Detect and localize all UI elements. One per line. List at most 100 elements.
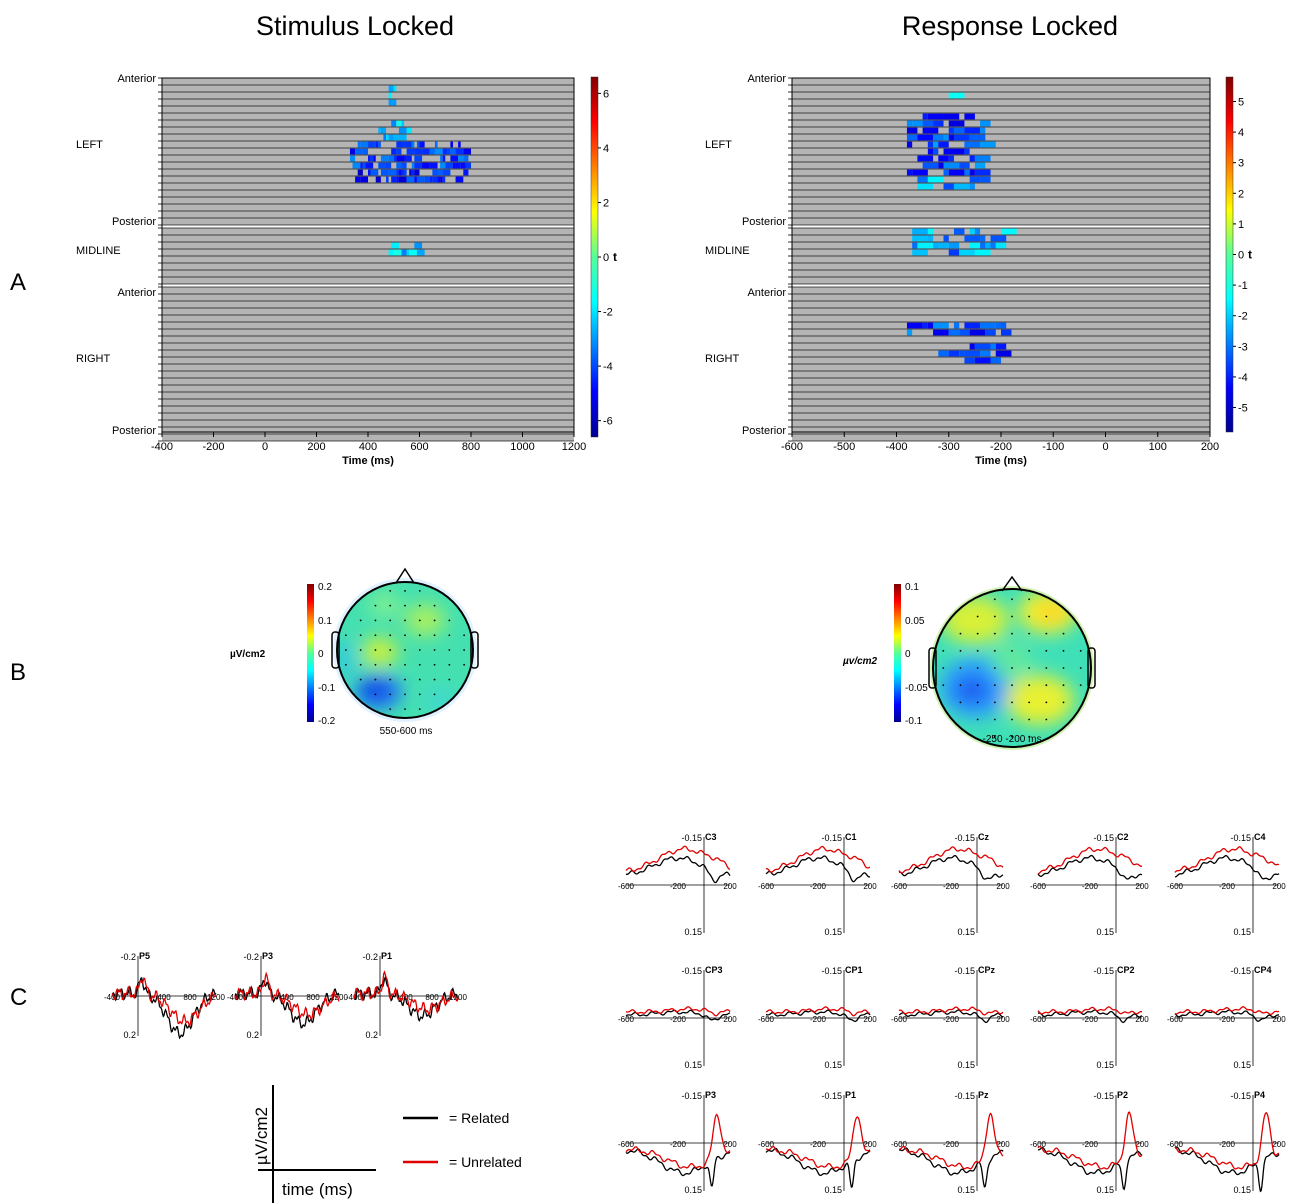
significant-cell xyxy=(927,176,944,183)
electrode-dot xyxy=(404,693,406,696)
electrode-dot xyxy=(1045,701,1048,704)
significant-cell xyxy=(437,176,441,183)
significant-cell xyxy=(1001,228,1017,235)
significant-cell xyxy=(980,127,986,134)
significant-cell xyxy=(922,322,928,329)
erp-unrelated-line xyxy=(625,845,731,872)
legend-y-label: µV/cm2 xyxy=(252,1107,271,1165)
erp-x-tick-label: -200 xyxy=(1219,882,1236,891)
electrode-dot xyxy=(1028,649,1031,652)
significant-cell xyxy=(401,141,405,148)
erp-x-tick-label: -200 xyxy=(1219,1015,1236,1024)
erp-x-tick-label: 200 xyxy=(1272,1015,1286,1024)
erp-related-line xyxy=(898,1009,1004,1024)
electrode-dot xyxy=(1011,735,1013,738)
significant-cell xyxy=(943,148,954,155)
electrode-dot xyxy=(389,663,392,666)
erp-related-line xyxy=(1037,1009,1143,1024)
significant-cell xyxy=(404,141,412,148)
electrode-dot xyxy=(374,619,377,622)
x-tick-label: 1200 xyxy=(562,441,586,453)
erp-related-line xyxy=(1175,855,1280,881)
electrode-dot xyxy=(404,634,406,637)
significant-cell xyxy=(964,141,981,148)
significant-cell xyxy=(349,148,356,155)
significant-cell xyxy=(943,113,960,120)
erp-x-tick-label: 200 xyxy=(1272,882,1286,891)
erp-unrelated-line xyxy=(899,1112,1004,1170)
heatmap-row-label: RIGHT xyxy=(76,353,111,365)
significant-cell xyxy=(974,169,991,176)
erp-electrode-label: CP1 xyxy=(845,965,863,975)
electrode-dot xyxy=(359,634,362,637)
significant-cell xyxy=(378,162,387,169)
significant-cell xyxy=(953,183,970,190)
electrode-dot xyxy=(359,649,362,651)
significant-cell xyxy=(404,169,407,176)
significant-cell xyxy=(990,235,1007,242)
electrode-dot xyxy=(993,735,996,738)
significant-cell xyxy=(450,148,456,155)
significant-cell xyxy=(995,350,1012,357)
topomap-colorbar xyxy=(894,584,901,722)
significant-cell xyxy=(393,85,397,92)
significant-cell xyxy=(980,235,986,242)
panel-letter-c: C xyxy=(10,984,27,1011)
colorbar-tick-label: -2 xyxy=(603,307,613,319)
significant-cell xyxy=(906,329,913,336)
significant-cell xyxy=(948,92,965,99)
erp-x-tick-label: -200 xyxy=(1082,882,1099,891)
x-tick-label: 0 xyxy=(262,441,268,453)
significant-cell xyxy=(465,162,471,169)
erp-y-tick-label: -0.15 xyxy=(1230,966,1251,976)
electrode-dot xyxy=(463,649,466,651)
significant-cell xyxy=(912,249,928,256)
significant-cell xyxy=(953,134,970,141)
significant-cell xyxy=(411,141,415,148)
significant-cell xyxy=(386,134,389,141)
colorbar-tick-label: 4 xyxy=(603,143,609,155)
significant-cell xyxy=(953,228,965,235)
topomap-colorbar-tick: -0.05 xyxy=(905,683,928,694)
erp-x-tick-label: -600 xyxy=(1167,1015,1184,1024)
erp-x-tick-label: -200 xyxy=(670,1015,687,1024)
electrode-dot xyxy=(389,634,392,637)
erp-y-tick-label: 0.15 xyxy=(1233,927,1251,937)
significant-cell xyxy=(943,162,960,169)
erp-y-tick-label: -0.15 xyxy=(681,1091,702,1101)
legend-unrelated-label: = Unrelated xyxy=(449,1154,522,1170)
erp-related-line xyxy=(898,855,1004,880)
topomap-colorbar-tick: -0.1 xyxy=(905,716,923,727)
electrode-dot xyxy=(1028,701,1031,704)
electrode-dot xyxy=(942,667,945,669)
erp-x-tick-label: 800 xyxy=(183,993,197,1002)
significant-cell xyxy=(424,176,430,183)
significant-cell xyxy=(933,242,939,249)
significant-cell xyxy=(974,249,991,256)
erp-x-tick-label: 200 xyxy=(1272,1140,1286,1149)
significant-cell xyxy=(440,162,446,169)
response-locked-heatmap: Anterior LEFT Posterior MIDLINE Anterior RIGH… xyxy=(705,73,1252,467)
significant-cell xyxy=(455,162,461,169)
erp-electrode-label: C1 xyxy=(845,832,857,842)
erp-unrelated-line xyxy=(234,971,340,1021)
significant-cell xyxy=(995,322,1001,329)
significant-cell xyxy=(393,249,402,256)
x-tick-label: 800 xyxy=(462,441,480,453)
significant-cell xyxy=(974,357,991,364)
significant-cell xyxy=(959,249,975,256)
erp-y-tick-label: -0.15 xyxy=(821,966,842,976)
erp-electrode-label: P3 xyxy=(262,951,273,961)
erp-x-tick-label: -200 xyxy=(810,1140,827,1149)
significant-cell xyxy=(948,134,954,141)
significant-cell xyxy=(927,141,934,148)
significant-cell xyxy=(912,169,928,176)
electrode-dot xyxy=(942,684,945,687)
significant-cell xyxy=(419,242,423,249)
erp-x-tick-label: -600 xyxy=(758,882,775,891)
x-tick-label: -400 xyxy=(151,441,173,453)
significant-cell xyxy=(396,162,402,169)
electrode-dot xyxy=(374,663,377,666)
erp-related-line xyxy=(625,855,731,884)
significant-cell xyxy=(995,343,1007,350)
